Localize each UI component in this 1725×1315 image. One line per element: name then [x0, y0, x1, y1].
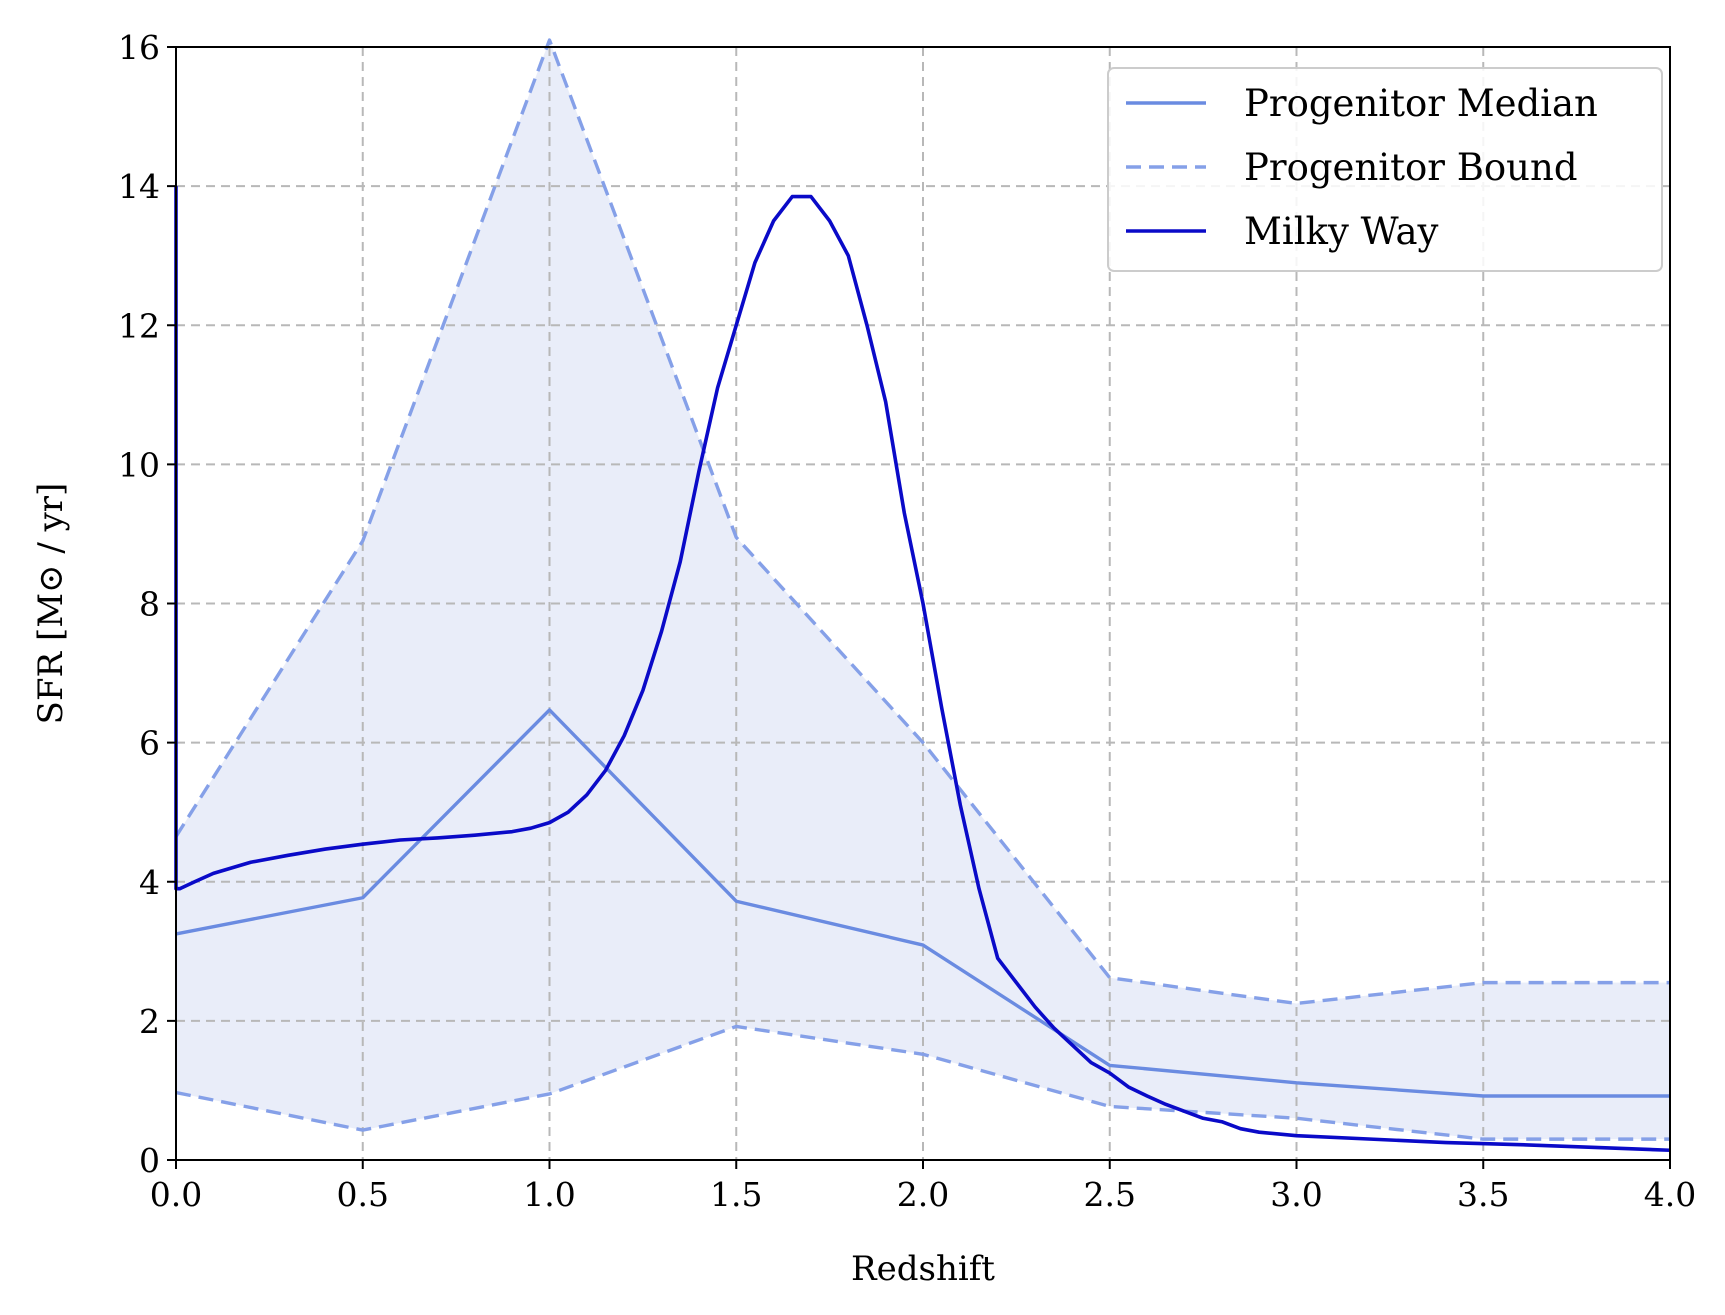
y-tick-label: 2: [139, 1002, 160, 1041]
progenitor-median-line: [175, 708, 1670, 1098]
legend-label: Progenitor Bound: [1244, 146, 1578, 189]
y-axis-label: SFR [M⊙ / yr]: [31, 483, 71, 725]
y-tick-label: 8: [139, 585, 160, 624]
legend-box: [1107, 67, 1663, 272]
milky-way-line: [174, 186, 1671, 1153]
x-tick-label: 2.5: [1084, 1175, 1136, 1214]
y-tick-label: 0: [139, 1141, 160, 1180]
y-tick-label: 12: [118, 306, 160, 345]
data-series: [174, 38, 1671, 1153]
legend-label: Progenitor Median: [1244, 82, 1598, 125]
x-tick-label: 4.0: [1644, 1175, 1696, 1214]
y-tick-label: 10: [118, 445, 160, 484]
progenitor-bound-upper-line: [174, 38, 1670, 1006]
legend: Progenitor Median Progenitor Bound Milky W…: [1107, 67, 1663, 272]
axis-ticks: 0.0 0.5 1.0 1.5 2.0 2.5 3.0 3.5 4.0 0 2 4 6 8 10 12 14 16: [118, 28, 1696, 1214]
x-axis-label: Redshift: [851, 1249, 995, 1289]
x-tick-label: 1.0: [523, 1175, 575, 1214]
x-tick-label: 1.5: [710, 1175, 762, 1214]
x-tick-label: 3.5: [1457, 1175, 1509, 1214]
progenitor-bound-lower-line: [175, 1024, 1670, 1141]
y-tick-label: 16: [118, 28, 160, 67]
y-tick-label: 14: [118, 167, 160, 206]
legend-label: Milky Way: [1244, 210, 1439, 253]
x-tick-label: 0.5: [337, 1175, 389, 1214]
x-tick-label: 0.0: [150, 1175, 202, 1214]
y-tick-label: 4: [139, 863, 160, 902]
x-tick-label: 3.0: [1270, 1175, 1322, 1214]
x-tick-label: 2.0: [897, 1175, 949, 1214]
y-tick-label: 6: [139, 724, 160, 763]
